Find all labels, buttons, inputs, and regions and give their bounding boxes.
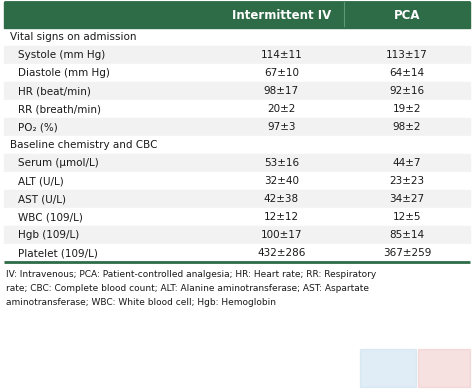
Text: 19±2: 19±2 [393,104,421,114]
Text: Intermittent IV: Intermittent IV [232,9,331,21]
Bar [4,28,470,46]
Bar [360,349,416,387]
Text: 92±16: 92±16 [390,86,425,96]
Text: AST (U/L): AST (U/L) [18,194,66,204]
Text: Diastole (mm Hg): Diastole (mm Hg) [18,68,110,78]
Text: 97±3: 97±3 [267,122,295,132]
Text: IV: Intravenous; PCA: Patient-controlled analgesia; HR: Heart rate; RR: Respirat: IV: Intravenous; PCA: Patient-controlled… [6,270,376,279]
Text: 23±23: 23±23 [390,176,425,186]
Bar [4,82,470,100]
Bar [418,349,470,387]
Text: 85±14: 85±14 [390,230,425,240]
Text: 12±5: 12±5 [393,212,421,222]
Text: 64±14: 64±14 [390,68,425,78]
Text: 113±17: 113±17 [386,50,428,60]
Text: PO₂ (%): PO₂ (%) [18,122,58,132]
Bar [4,154,470,172]
Text: 67±10: 67±10 [264,68,299,78]
Text: 44±7: 44±7 [393,158,421,168]
Bar [4,172,470,190]
Text: 34±27: 34±27 [390,194,425,204]
Text: rate; CBC: Complete blood count; ALT: Alanine aminotransferase; AST: Aspartate: rate; CBC: Complete blood count; ALT: Al… [6,284,369,293]
Text: Baseline chemistry and CBC: Baseline chemistry and CBC [10,140,157,150]
Text: 114±11: 114±11 [260,50,302,60]
Text: PCA: PCA [394,9,420,21]
Bar [4,136,470,154]
Text: 98±2: 98±2 [393,122,421,132]
Text: Platelet (109/L): Platelet (109/L) [18,248,98,258]
Bar [4,100,470,118]
Bar [4,2,470,28]
Text: HR (beat/min): HR (beat/min) [18,86,91,96]
Bar [4,190,470,208]
Text: 12±12: 12±12 [264,212,299,222]
Text: Vital signs on admission: Vital signs on admission [10,32,137,42]
Bar [4,64,470,82]
Text: aminotransferase; WBC: White blood cell; Hgb: Hemoglobin: aminotransferase; WBC: White blood cell;… [6,298,276,307]
Text: ALT (U/L): ALT (U/L) [18,176,64,186]
Bar [4,118,470,136]
Bar [4,208,470,226]
Text: 42±38: 42±38 [264,194,299,204]
Text: 432±286: 432±286 [257,248,305,258]
Bar [4,226,470,244]
Text: Serum (μmol/L): Serum (μmol/L) [18,158,99,168]
Text: 367±259: 367±259 [383,248,431,258]
Text: Systole (mm Hg): Systole (mm Hg) [18,50,105,60]
Text: 20±2: 20±2 [267,104,295,114]
Text: 100±17: 100±17 [261,230,302,240]
Text: WBC (109/L): WBC (109/L) [18,212,83,222]
Text: 32±40: 32±40 [264,176,299,186]
Text: 53±16: 53±16 [264,158,299,168]
Text: RR (breath/min): RR (breath/min) [18,104,101,114]
Text: Hgb (109/L): Hgb (109/L) [18,230,79,240]
Bar [4,244,470,262]
Text: 98±17: 98±17 [264,86,299,96]
Bar [4,46,470,64]
